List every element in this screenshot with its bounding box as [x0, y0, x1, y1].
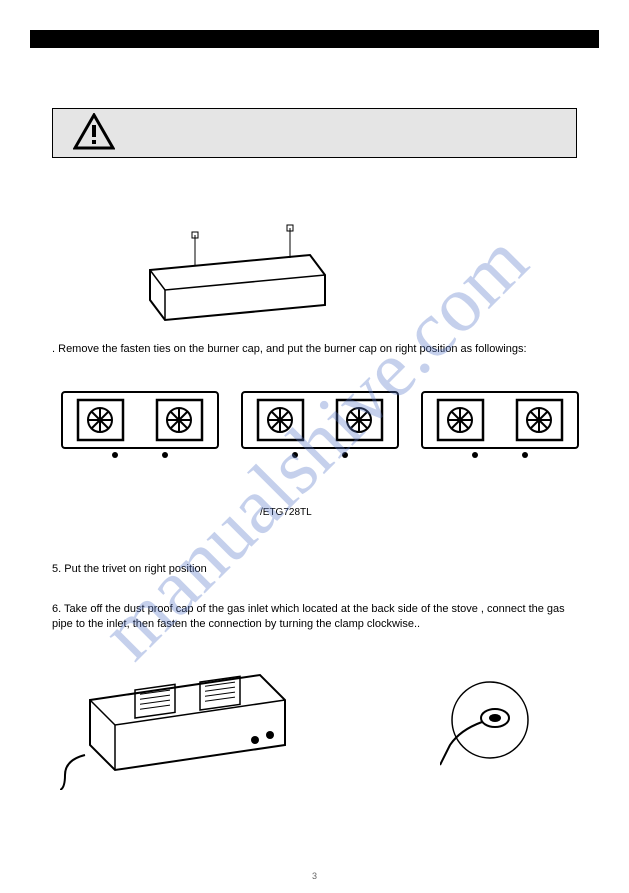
model-label: /ETG728TL — [260, 507, 312, 518]
page-number: 3 — [312, 871, 317, 881]
step-5-number: 5. — [52, 563, 61, 575]
stove-top-diagrams — [60, 390, 580, 460]
step-4-text: . Remove the fasten ties on the burner c… — [52, 342, 577, 357]
stove-top-1 — [60, 390, 220, 460]
step-6-text: 6. Take off the dust proof cap of the ga… — [52, 602, 577, 633]
warning-box — [52, 108, 577, 158]
bottom-diagrams — [60, 660, 540, 790]
step-5-text: 5. Put the trivet on right position — [52, 562, 207, 577]
stove-base-diagram — [130, 220, 340, 343]
gas-pipe-diagram — [60, 660, 290, 790]
stove-top-2 — [240, 390, 400, 460]
step-6-number: 6. — [52, 603, 61, 615]
step-6-content: Take off the dust proof cap of the gas i… — [52, 603, 565, 630]
header-bar — [30, 30, 599, 48]
step-4-content: Remove the fasten ties on the burner cap… — [58, 343, 526, 355]
warning-triangle-icon — [73, 113, 115, 154]
gas-inlet-detail — [440, 680, 540, 770]
stove-top-3 — [420, 390, 580, 460]
step-5-content: Put the trivet on right position — [61, 563, 207, 575]
